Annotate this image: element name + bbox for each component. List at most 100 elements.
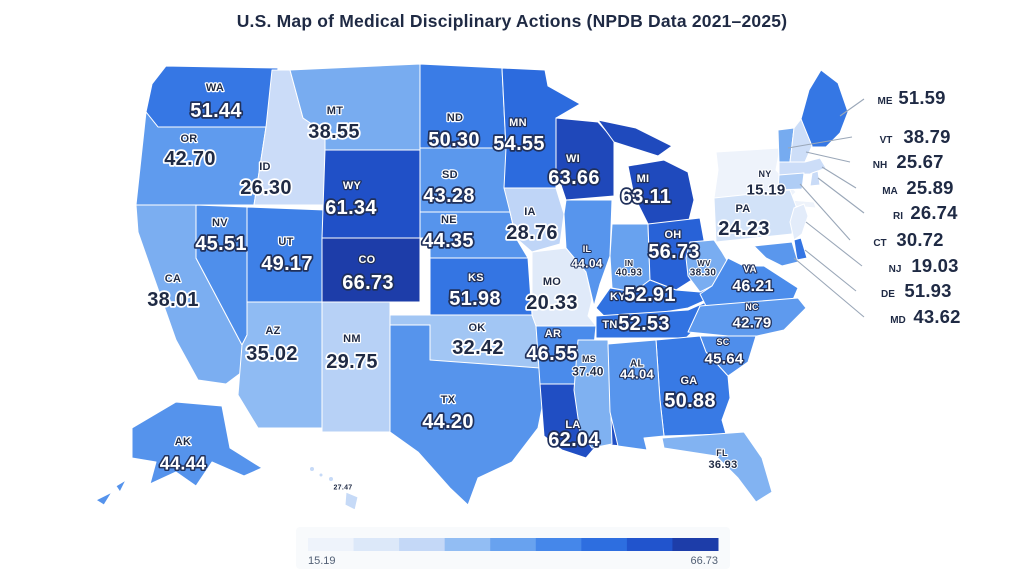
state-wy[interactable] [321,149,421,239]
state-abbr-nv: NV [212,217,228,229]
leader-line-de [804,249,857,292]
state-value-mt: 38.55 [308,121,360,143]
state-mi[interactable] [627,159,695,225]
state-value-oh: 56.73 [648,241,700,263]
state-value-mo: 20.33 [526,292,578,314]
state-abbr-md: MD [890,315,906,326]
state-value-co: 66.73 [342,272,394,294]
state-hi[interactable] [309,466,315,472]
state-value-vt: 38.79 [903,126,950,147]
state-ri[interactable] [809,170,821,187]
state-ak[interactable] [95,491,113,506]
state-nc[interactable] [687,297,807,339]
state-abbr-id: ID [259,161,271,173]
state-nj[interactable] [789,203,809,241]
state-value-nh: 25.67 [896,151,943,172]
state-value-ca: 38.01 [147,289,199,311]
state-fl[interactable] [661,431,773,503]
state-value-va: 46.21 [732,278,774,295]
state-abbr-nc: NC [745,302,759,312]
state-abbr-ct: CT [873,238,886,249]
state-abbr-ca: CA [165,273,182,285]
leader-line-ct [799,183,851,241]
state-value-nv: 45.51 [195,233,247,255]
state-abbr-ri: RI [893,211,903,222]
state-de[interactable] [793,237,808,261]
state-abbr-ia: IA [524,206,536,218]
state-abbr-vt: VT [880,135,893,146]
state-hi[interactable] [344,491,359,511]
state-abbr-ks: KS [468,272,484,284]
state-value-sd: 43.28 [423,185,475,207]
legend: 15.19 66.73 [296,527,730,569]
state-value-wy: 61.34 [325,197,377,219]
state-value-al: 44.04 [620,367,655,382]
state-abbr-wv: WV [697,259,711,268]
state-value-ut: 49.17 [261,253,313,275]
state-value-sc: 45.64 [704,350,743,367]
state-value-la: 62.04 [548,429,600,451]
legend-swatch-7 [581,538,628,551]
state-ak[interactable] [131,401,263,487]
state-me[interactable] [800,69,849,148]
leader-line-nj [805,221,863,267]
state-abbr-co: CO [358,254,375,266]
legend-swatch-2 [353,538,400,551]
state-co[interactable] [321,237,421,303]
state-value-nd: 50.30 [428,129,480,151]
state-value-ks: 51.98 [449,288,501,310]
leader-lines-layer [787,98,865,318]
states-layer [95,63,849,511]
state-ia[interactable] [503,187,565,253]
state-abbr-wa: WA [206,82,224,94]
state-abbr-sd: SD [442,169,458,181]
state-md[interactable] [753,241,799,267]
state-abbr-tn: TN [602,319,617,331]
state-mi[interactable] [597,119,673,157]
state-abbr-nh: NH [873,160,887,171]
state-abbr-ms: MS [582,354,596,364]
legend-max-label: 66.73 [690,555,718,567]
state-value-nc: 42.79 [732,314,771,331]
state-value-mi: 63.11 [621,186,671,208]
state-value-wa: 51.44 [190,100,242,122]
leader-line-nh [805,151,851,163]
state-abbr-az: AZ [265,325,280,337]
legend-swatch-3 [399,538,446,551]
state-hi[interactable] [338,483,344,489]
state-value-nm: 29.75 [326,351,378,373]
state-ct[interactable] [777,172,805,191]
legend-min-label: 15.19 [308,555,336,567]
state-il[interactable] [563,199,613,307]
state-value-hi: 27.47 [333,485,352,492]
legend-swatch-8 [626,538,673,551]
state-tx[interactable] [389,324,545,506]
state-hi[interactable] [328,476,334,482]
state-abbr-oh: OH [664,229,681,241]
legend-swatch-9 [672,538,719,551]
state-value-id: 26.30 [240,177,292,199]
state-value-ak: 44.44 [160,453,207,473]
state-value-ia: 28.76 [506,222,558,244]
state-value-ri: 26.74 [910,202,958,223]
state-value-ms: 37.40 [572,364,604,378]
state-or[interactable] [135,111,267,206]
state-value-wv: 38.30 [690,268,717,279]
state-value-pa: 24.23 [718,218,770,240]
leader-line-ri [817,177,865,214]
legend-swatches [308,538,719,551]
leader-line-ma [821,166,857,189]
state-hi[interactable] [318,472,324,478]
state-abbr-ak: AK [175,436,192,448]
state-abbr-fl: FL [716,448,728,458]
state-ak[interactable] [115,479,127,493]
state-nh[interactable] [789,118,813,163]
state-ms[interactable] [573,339,613,449]
leader-line-me [839,98,865,117]
state-al[interactable] [607,339,665,451]
state-labels-layer: WA 51.44 OR 42.70 CA 38.01 ID 26.30 NV 45.51 UT 49.… [146,81,961,493]
state-abbr-ny: NY [758,169,771,179]
state-abbr-tx: TX [441,394,456,406]
state-abbr-mi: MI [637,173,650,185]
state-wi[interactable] [555,117,615,201]
